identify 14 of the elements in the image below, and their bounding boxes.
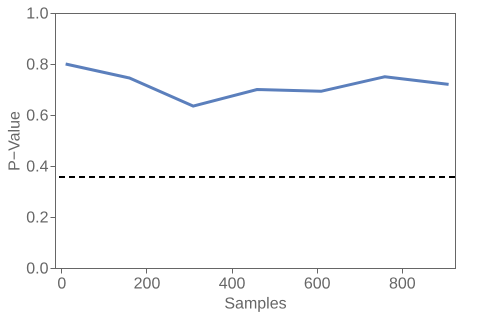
x-tick-label: 0 [57, 276, 66, 292]
y-tick-label: 0.4 [26, 158, 49, 176]
y-tick-label: 0.8 [26, 56, 49, 74]
y-tick-label: 0.6 [26, 108, 49, 124]
y-tick-label: 0.0 [26, 260, 49, 278]
y-tick-label: 1.0 [26, 6, 49, 22]
x-tick-label: 400 [218, 276, 246, 292]
y-tick-label: 0.2 [26, 210, 49, 226]
y-axis-title: P−Value [6, 111, 24, 171]
x-tick-label: 800 [388, 276, 416, 292]
x-tick-label: 600 [304, 276, 331, 292]
x-tick-label: 200 [134, 276, 160, 292]
x-axis-title: Samples [224, 296, 287, 312]
line-series [64, 62, 450, 108]
